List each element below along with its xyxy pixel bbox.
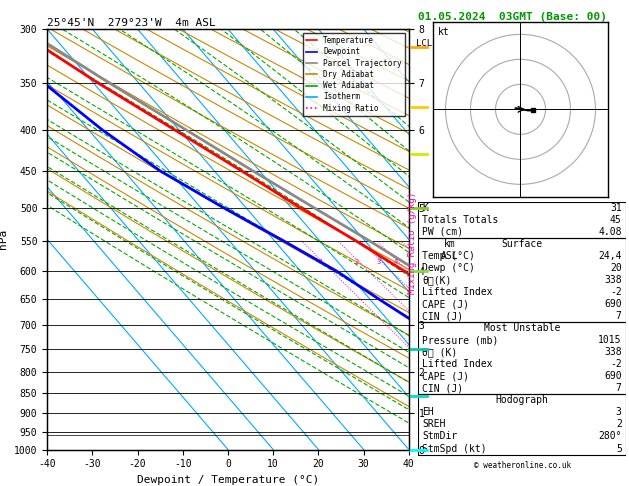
Text: 3: 3 [377,260,381,265]
Text: θᴇ (K): θᴇ (K) [423,347,458,357]
Text: 1015: 1015 [598,335,621,345]
Text: 338: 338 [604,347,621,357]
Text: Temp (°C): Temp (°C) [423,251,476,261]
X-axis label: Dewpoint / Temperature (°C): Dewpoint / Temperature (°C) [137,475,319,485]
Bar [418,238,626,322]
Text: SREH: SREH [423,419,446,430]
Text: CIN (J): CIN (J) [423,383,464,393]
Bar [418,322,626,394]
Text: Surface: Surface [501,239,543,249]
Text: -2: -2 [610,359,621,369]
Text: 4.08: 4.08 [598,227,621,237]
Text: -2: -2 [610,287,621,297]
Text: StmDir: StmDir [423,432,458,441]
Text: PW (cm): PW (cm) [423,227,464,237]
Bar [418,394,626,454]
Text: 24,4: 24,4 [598,251,621,261]
Text: 4: 4 [394,260,398,265]
Bar [418,202,626,238]
Text: 2: 2 [616,419,621,430]
Text: Totals Totals: Totals Totals [423,215,499,225]
Legend: Temperature, Dewpoint, Parcel Trajectory, Dry Adiabat, Wet Adiabat, Isotherm, Mi: Temperature, Dewpoint, Parcel Trajectory… [303,33,405,116]
Text: 45: 45 [610,215,621,225]
Text: Lifted Index: Lifted Index [423,287,493,297]
Text: 31: 31 [610,203,621,213]
Text: LCL: LCL [416,39,432,48]
Text: 7: 7 [616,311,621,321]
Y-axis label: hPa: hPa [0,229,8,249]
Text: 20: 20 [610,263,621,273]
Text: Mixing Ratio (g/kg): Mixing Ratio (g/kg) [408,192,417,294]
Text: Most Unstable: Most Unstable [484,323,560,333]
Text: Lifted Index: Lifted Index [423,359,493,369]
Text: 338: 338 [604,275,621,285]
Text: 01.05.2024  03GMT (Base: 00): 01.05.2024 03GMT (Base: 00) [418,12,607,22]
Text: CAPE (J): CAPE (J) [423,371,469,381]
Text: 25°45'N  279°23'W  4m ASL: 25°45'N 279°23'W 4m ASL [47,18,216,28]
Y-axis label: km
ASL: km ASL [441,239,459,261]
Text: 280°: 280° [598,432,621,441]
Text: Pressure (mb): Pressure (mb) [423,335,499,345]
Text: 1: 1 [318,260,322,265]
Text: K: K [423,203,428,213]
Text: 2: 2 [355,260,359,265]
Text: 7: 7 [616,383,621,393]
Text: © weatheronline.co.uk: © weatheronline.co.uk [474,461,571,469]
Text: 690: 690 [604,299,621,309]
Text: StmSpd (kt): StmSpd (kt) [423,444,487,453]
Text: EH: EH [423,407,434,417]
Text: 3: 3 [616,407,621,417]
Text: CAPE (J): CAPE (J) [423,299,469,309]
Text: CIN (J): CIN (J) [423,311,464,321]
Text: 5: 5 [616,444,621,453]
Text: kt: kt [438,27,450,37]
Text: Dewp (°C): Dewp (°C) [423,263,476,273]
Text: Hodograph: Hodograph [496,395,548,405]
Text: θᴇ(K): θᴇ(K) [423,275,452,285]
Text: 690: 690 [604,371,621,381]
